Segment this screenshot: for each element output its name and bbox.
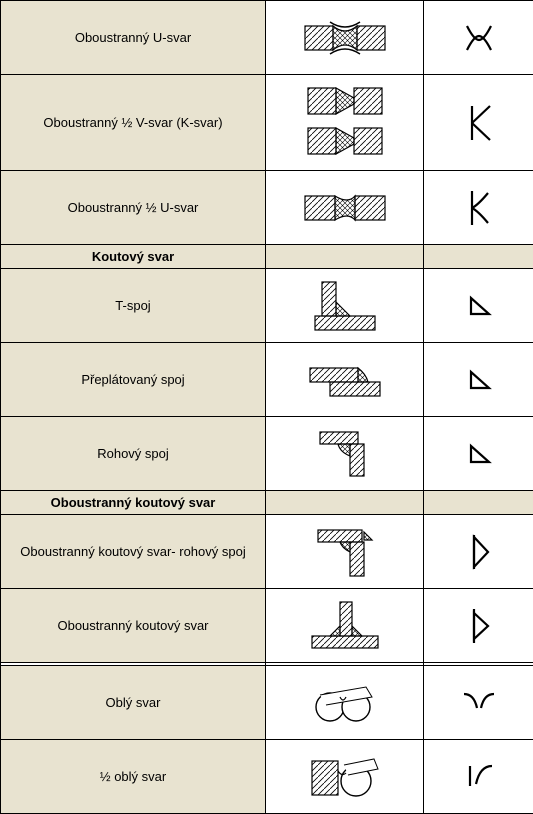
weld-illustration xyxy=(266,269,424,343)
table-row: Oboustranný koutový svar- rohový spoj xyxy=(1,515,533,589)
weld-symbol xyxy=(424,75,533,171)
weld-illustration xyxy=(266,740,424,814)
weld-symbol xyxy=(424,1,533,75)
weld-symbol xyxy=(424,343,533,417)
weld-symbol xyxy=(424,417,533,491)
weld-name: Oboustranný ½ V-svar (K-svar) xyxy=(1,75,266,171)
weld-symbol xyxy=(424,269,533,343)
section-header-row: Oboustranný koutový svar xyxy=(1,491,533,515)
weld-illustration xyxy=(266,515,424,589)
weld-name: Oboustranný koutový svar- rohový spoj xyxy=(1,515,266,589)
weld-illustration xyxy=(266,343,424,417)
weld-illustration xyxy=(266,1,424,75)
table-row: Oboustranný U-svar xyxy=(1,1,533,75)
weld-illustration xyxy=(266,666,424,740)
table-row: Oboustranný ½ U-svar xyxy=(1,171,533,245)
weld-illustration xyxy=(266,171,424,245)
weld-name: Oboustranný koutový svar xyxy=(1,589,266,663)
table-row: ½ oblý svar xyxy=(1,740,533,814)
weld-symbol xyxy=(424,515,533,589)
weld-name: T-spoj xyxy=(1,269,266,343)
weld-illustration xyxy=(266,417,424,491)
weld-name: Oboustranný U-svar xyxy=(1,1,266,75)
weld-symbol xyxy=(424,589,533,663)
section-header: Oboustranný koutový svar xyxy=(1,491,266,515)
weld-name: Rohový spoj xyxy=(1,417,266,491)
weld-name: ½ oblý svar xyxy=(1,740,266,814)
weld-name: Oboustranný ½ U-svar xyxy=(1,171,266,245)
weld-name: Oblý svar xyxy=(1,666,266,740)
weld-symbols-table: Oboustranný U-svar Oboustranný xyxy=(0,0,533,814)
weld-illustration xyxy=(266,75,424,171)
table-row: Oboustranný ½ V-svar (K-svar) xyxy=(1,75,533,171)
table-row: Oblý svar xyxy=(1,666,533,740)
table-row: T-spoj xyxy=(1,269,533,343)
table-row: Přeplátovaný spoj xyxy=(1,343,533,417)
weld-symbol xyxy=(424,171,533,245)
weld-name: Přeplátovaný spoj xyxy=(1,343,266,417)
section-header-row: Koutový svar xyxy=(1,245,533,269)
weld-symbol xyxy=(424,740,533,814)
section-header: Koutový svar xyxy=(1,245,266,269)
table-row: Oboustranný koutový svar xyxy=(1,589,533,663)
weld-symbol xyxy=(424,666,533,740)
weld-illustration xyxy=(266,589,424,663)
table-row: Rohový spoj xyxy=(1,417,533,491)
